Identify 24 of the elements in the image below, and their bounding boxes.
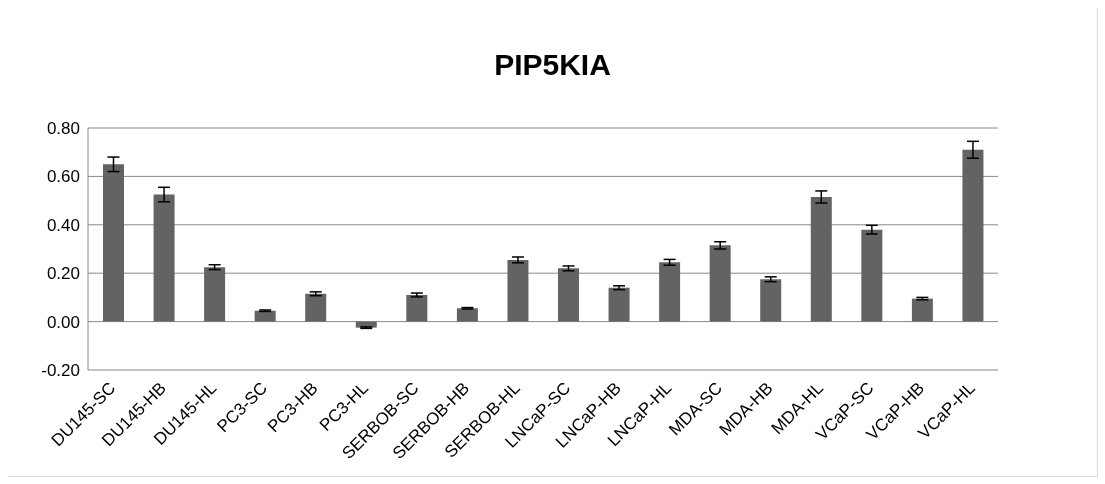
y-tick-label: 0.60: [46, 167, 80, 187]
y-tick-label: 0.00: [46, 312, 80, 332]
chart-title: PIP5KIA: [493, 47, 612, 83]
bar: [254, 310, 276, 322]
y-tick-label: -0.20: [41, 361, 80, 381]
bar: [861, 229, 883, 322]
y-tick-label: 0.80: [46, 119, 80, 139]
bar: [406, 294, 428, 322]
bar: [911, 298, 933, 322]
bar: [153, 194, 175, 322]
bar: [659, 262, 681, 322]
bar: [204, 267, 226, 322]
bar: [760, 279, 782, 322]
bar: [709, 245, 731, 322]
y-tick-label: 0.40: [46, 215, 80, 235]
bar: [103, 164, 124, 322]
bar: [608, 287, 630, 322]
y-tick-label: 0.20: [46, 264, 80, 284]
bar: [507, 259, 529, 322]
bar: [810, 196, 832, 322]
bar: [962, 149, 984, 322]
bar: [558, 268, 579, 322]
bar: [305, 293, 327, 322]
bar: [456, 308, 478, 322]
